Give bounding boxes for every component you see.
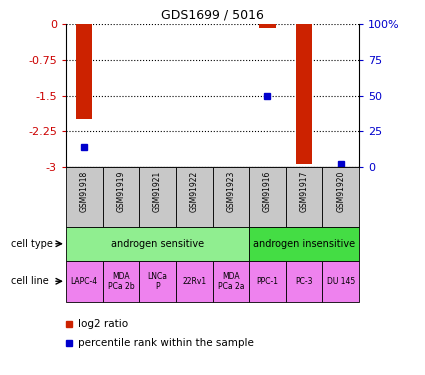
Text: cell type: cell type [11,239,53,249]
Text: DU 145: DU 145 [327,277,355,286]
Bar [296,24,312,165]
Bar [286,167,323,227]
Text: GSM91919: GSM91919 [116,171,125,212]
Text: log2 ratio: log2 ratio [78,320,128,329]
Text: percentile rank within the sample: percentile rank within the sample [78,338,253,348]
Title: GDS1699 / 5016: GDS1699 / 5016 [161,9,264,22]
Bar [323,261,359,302]
Bar [139,261,176,302]
Bar [66,167,102,227]
Text: androgen sensitive: androgen sensitive [111,239,204,249]
Bar [286,261,323,302]
Bar [259,24,276,28]
Text: GSM91916: GSM91916 [263,171,272,212]
Text: LNCa
P: LNCa P [147,272,167,291]
Text: LAPC-4: LAPC-4 [71,277,98,286]
Bar [212,261,249,302]
Text: GSM91923: GSM91923 [227,171,235,212]
Text: GSM91918: GSM91918 [80,171,89,212]
Text: GSM91922: GSM91922 [190,171,198,212]
Bar [176,261,212,302]
Bar [102,261,139,302]
Bar [66,227,249,261]
Bar [66,261,102,302]
Text: 22Rv1: 22Rv1 [182,277,206,286]
Bar [176,167,212,227]
Text: MDA
PCa 2b: MDA PCa 2b [108,272,134,291]
Bar [249,227,359,261]
Text: PPC-1: PPC-1 [256,277,278,286]
Text: GSM91917: GSM91917 [300,171,309,212]
Bar [139,167,176,227]
Text: PC-3: PC-3 [295,277,313,286]
Bar [249,167,286,227]
Bar [212,167,249,227]
Bar [249,261,286,302]
Text: GSM91920: GSM91920 [336,171,345,212]
Text: MDA
PCa 2a: MDA PCa 2a [218,272,244,291]
Text: cell line: cell line [11,276,48,286]
Bar [76,24,93,119]
Bar [323,167,359,227]
Text: androgen insensitive: androgen insensitive [253,239,355,249]
Bar [102,167,139,227]
Text: GSM91921: GSM91921 [153,171,162,212]
